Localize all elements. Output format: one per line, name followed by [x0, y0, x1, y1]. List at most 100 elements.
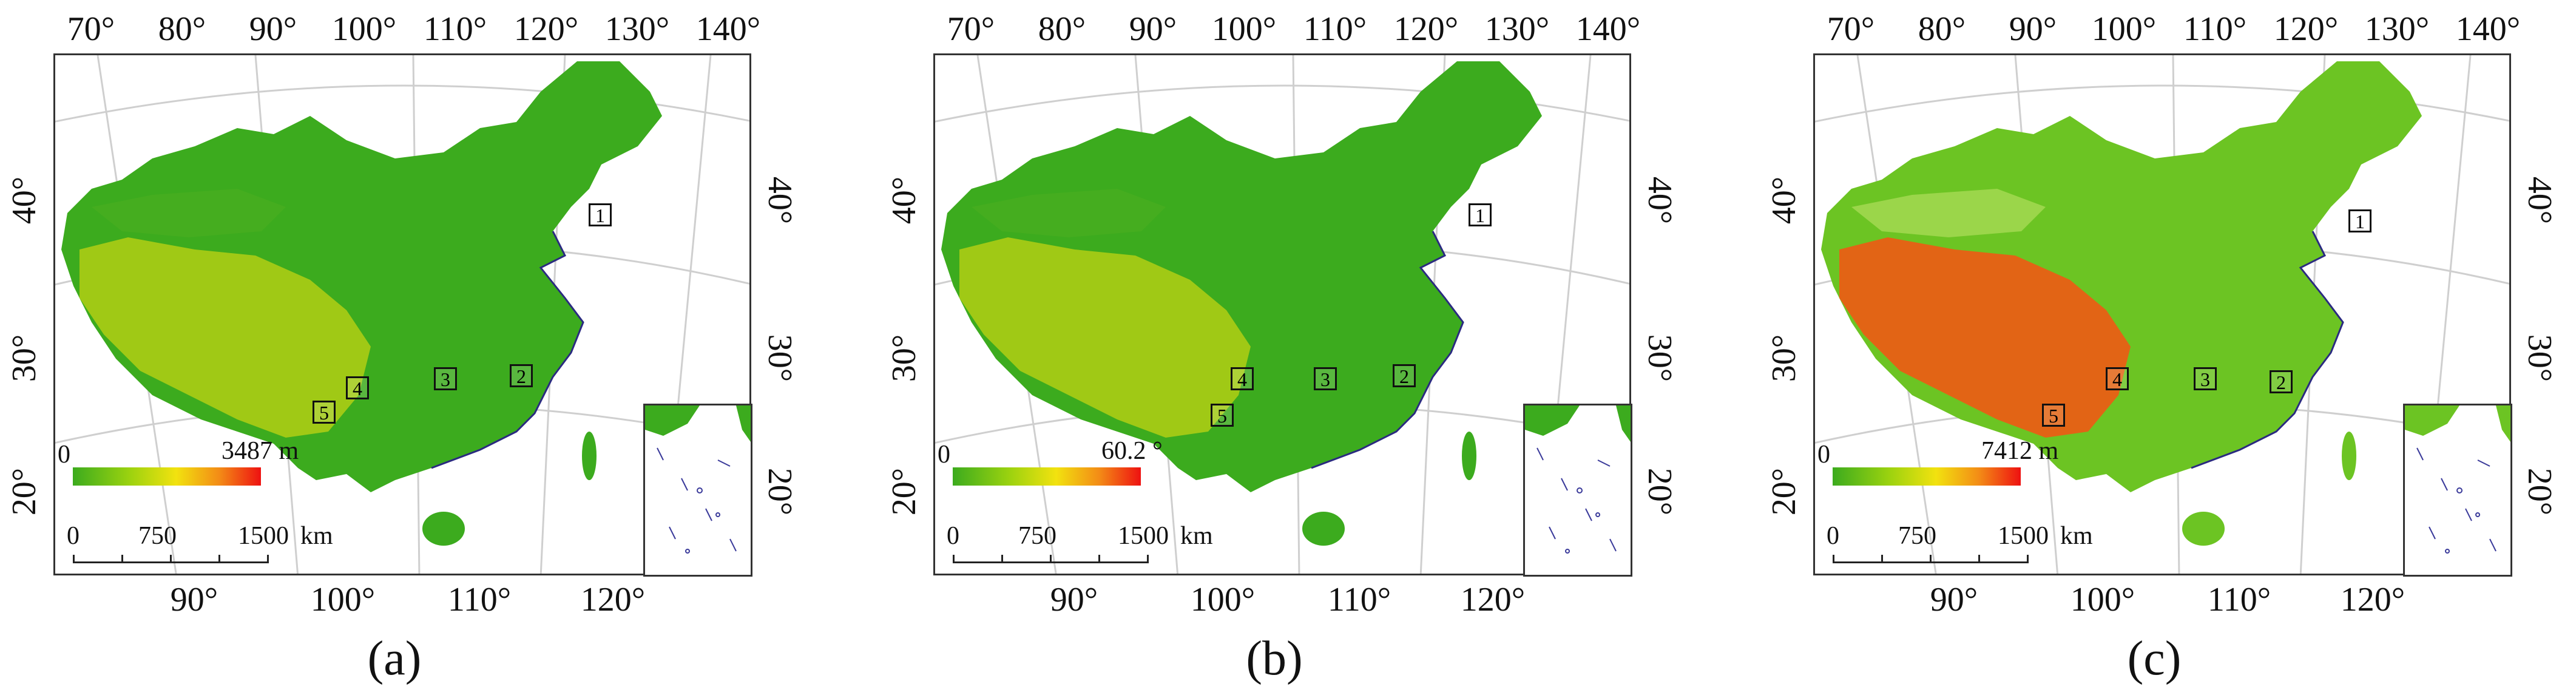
top-lon-label: 140° — [2455, 10, 2521, 48]
china-map — [55, 55, 749, 574]
study-site-5: 5 — [313, 401, 336, 424]
study-site-3: 3 — [1314, 367, 1337, 390]
plateau-region — [959, 237, 1251, 438]
tarim-basin — [972, 189, 1166, 237]
study-site-4: 4 — [2106, 367, 2129, 390]
top-lon-label: 80° — [1038, 10, 1086, 48]
south-china-sea-inset — [643, 404, 752, 577]
study-site-1: 1 — [1469, 203, 1492, 226]
scale-tick — [267, 555, 269, 563]
scale-unit: km — [2060, 522, 2093, 550]
study-site-5: 5 — [2042, 404, 2065, 427]
inset-map — [1525, 405, 1631, 554]
left-lat-label: 30° — [885, 334, 923, 382]
top-lon-label: 90° — [1129, 10, 1177, 48]
study-site-5: 5 — [1211, 404, 1234, 427]
top-lon-label: 90° — [249, 10, 297, 48]
scale-tick — [953, 555, 955, 563]
color-ramp-bar — [1833, 467, 2021, 486]
bottom-lon-label: 120° — [580, 581, 646, 619]
left-lat-label: 40° — [885, 176, 923, 225]
scale-label-1500: 1500 — [1998, 522, 2049, 550]
left-lat-label: 30° — [5, 334, 43, 382]
inset-map — [2405, 405, 2510, 554]
bottom-lon-label: 100° — [2070, 581, 2135, 619]
map-panel-a: 70° 80° 90° 100° 110° 120° 130° 140° 40°… — [0, 0, 862, 695]
map-frame — [53, 53, 751, 575]
china-map — [935, 55, 1629, 574]
taiwan-island — [2342, 432, 2356, 480]
map-frame — [1813, 53, 2511, 575]
study-site-4: 4 — [1231, 367, 1254, 390]
bottom-lon-label: 90° — [1930, 581, 1978, 619]
right-lat-label: 20° — [761, 467, 799, 516]
taiwan-island — [1462, 432, 1476, 480]
left-lat-label: 40° — [1765, 176, 1803, 225]
panel-letter: (b) — [1246, 632, 1303, 685]
legend-max-label: 7412 m — [1981, 437, 2059, 465]
bottom-lon-label: 90° — [1050, 581, 1098, 619]
study-site-2: 2 — [2270, 370, 2293, 393]
top-lon-label: 80° — [1918, 10, 1966, 48]
top-lon-label: 120° — [513, 10, 579, 48]
scale-tick — [1930, 555, 1932, 563]
scale-label-750: 750 — [1018, 522, 1056, 550]
right-lat-label: 20° — [1641, 467, 1678, 516]
legend-max-label: 3487 m — [221, 437, 299, 465]
left-lat-label: 20° — [1765, 467, 1803, 516]
scale-label-1500: 1500 — [1118, 522, 1169, 550]
scale-label-0: 0 — [67, 522, 79, 550]
scale-tick — [218, 555, 220, 563]
scale-tick — [1978, 555, 1980, 563]
legend-min-label: 0 — [938, 441, 950, 469]
top-lon-label: 120° — [1393, 10, 1459, 48]
plateau-region — [1839, 237, 2131, 438]
scale-tick — [1881, 555, 1883, 563]
coastline — [2191, 231, 2344, 469]
study-site-3: 3 — [434, 367, 457, 390]
tarim-basin — [92, 189, 286, 237]
right-lat-label: 20° — [2521, 467, 2558, 516]
scale-tick — [1098, 555, 1100, 563]
inset-map — [645, 405, 751, 554]
bottom-lon-label: 110° — [447, 581, 512, 619]
top-lon-label: 80° — [158, 10, 206, 48]
legend-min-label: 0 — [58, 441, 70, 469]
right-lat-label: 30° — [1641, 334, 1678, 382]
bottom-lon-label: 120° — [1460, 581, 1526, 619]
top-lon-label: 130° — [2364, 10, 2430, 48]
top-lon-label: 70° — [1827, 10, 1875, 48]
south-china-sea-inset — [1523, 404, 1632, 577]
hainan-island — [1302, 512, 1345, 546]
top-lon-label: 140° — [695, 10, 761, 48]
tarim-basin — [1851, 189, 2046, 237]
study-site-2: 2 — [1393, 364, 1416, 387]
panel-letter: (a) — [367, 632, 422, 685]
right-lat-label: 40° — [2521, 176, 2558, 225]
top-lon-label: 110° — [2183, 10, 2247, 48]
map-panel-b: 70° 80° 90° 100° 110° 120° 130° 140° 40°… — [880, 0, 1742, 695]
scale-tick — [121, 555, 123, 563]
bottom-lon-label: 90° — [170, 581, 218, 619]
bottom-lon-label: 110° — [2207, 581, 2271, 619]
study-site-3: 3 — [2194, 367, 2217, 390]
scale-label-750: 750 — [1898, 522, 1936, 550]
coastline — [431, 231, 584, 469]
scale-tick — [1001, 555, 1003, 563]
left-lat-label: 30° — [1765, 334, 1803, 382]
scale-label-0: 0 — [947, 522, 959, 550]
china-map — [1815, 55, 2509, 574]
study-site-2: 2 — [510, 364, 533, 387]
scale-label-1500: 1500 — [238, 522, 289, 550]
coastline — [1311, 231, 1464, 469]
scale-tick — [1050, 555, 1052, 563]
left-lat-label: 20° — [885, 467, 923, 516]
scale-tick — [170, 555, 172, 563]
panel-letter: (c) — [2127, 632, 2182, 685]
left-lat-label: 40° — [5, 176, 43, 225]
top-lon-label: 130° — [1484, 10, 1550, 48]
hainan-island — [422, 512, 465, 546]
top-lon-label: 100° — [331, 10, 397, 48]
color-ramp-bar — [73, 467, 261, 486]
scale-tick — [73, 555, 75, 563]
